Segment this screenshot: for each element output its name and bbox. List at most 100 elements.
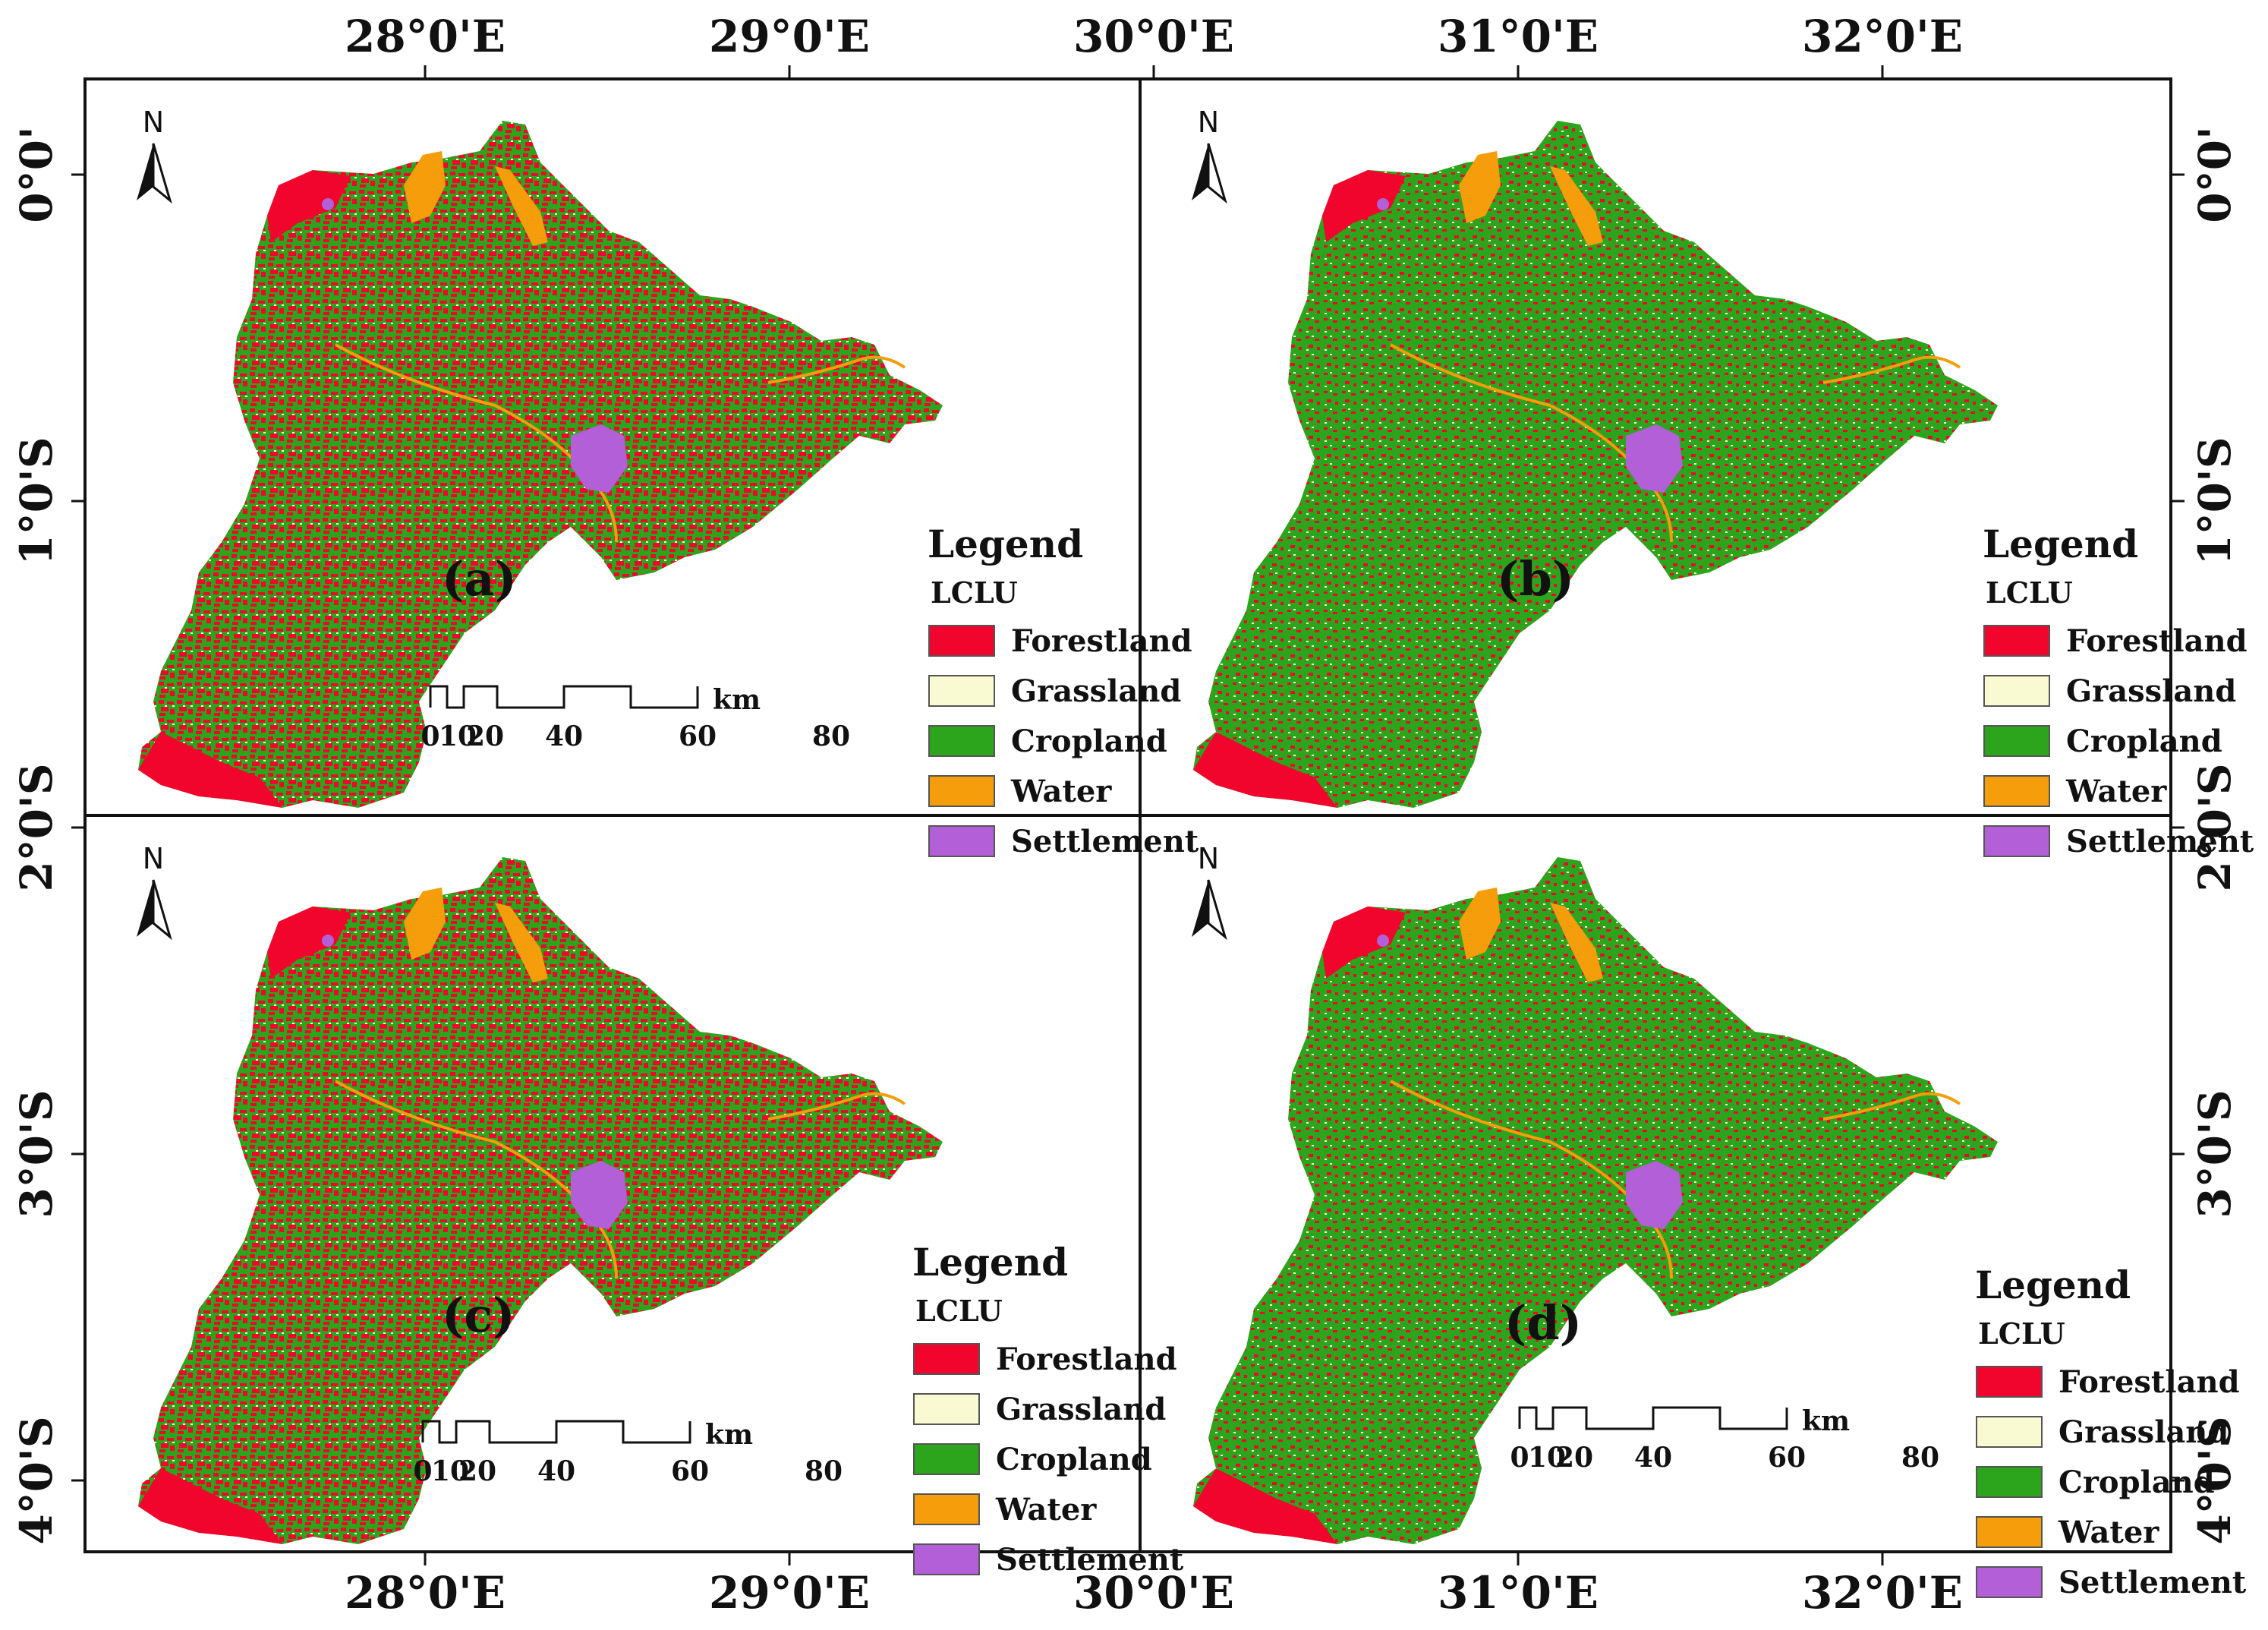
panel-label: (b)	[1497, 551, 1574, 607]
bottom-lon-label: 32°0'E	[1802, 1567, 1963, 1619]
north-arrow-letter: N	[1198, 842, 1219, 875]
water-body	[495, 903, 548, 982]
legend-swatch	[913, 1443, 980, 1475]
map-panel-a: N (a) Legend LCLU Forestland Grassland Croplan…	[137, 106, 1199, 859]
north-arrow-left-half	[137, 143, 153, 200]
legend-swatch	[1983, 825, 2050, 857]
legend-swatch	[1976, 1416, 2043, 1448]
legend-item-label: Grassland	[1011, 673, 1181, 709]
panel-label: (c)	[442, 1288, 515, 1343]
scale-bar-tick-label: 80	[812, 720, 850, 752]
scale-bar-tick-label: 60	[679, 720, 717, 752]
scale-bar-line	[421, 1420, 691, 1444]
legend-subtitle: LCLU	[931, 575, 1018, 610]
legend-title: Legend	[912, 1240, 1068, 1285]
legend-swatch	[913, 1393, 980, 1425]
left-lat-label: 0°0'	[11, 126, 62, 222]
legend-swatch	[1976, 1466, 2043, 1498]
legend-item-label: Water	[2065, 774, 2167, 809]
legend-item-label: Water	[2058, 1515, 2159, 1550]
river-line	[1822, 355, 1961, 384]
settlement-area	[322, 198, 334, 210]
legend-swatch	[913, 1543, 980, 1575]
panels-layer: N (a) Legend LCLU Forestland Grassland Croplan…	[137, 106, 2254, 1600]
north-arrow-right-half	[152, 143, 172, 204]
scale-bar-tick-label: 0	[413, 1455, 432, 1487]
settlement-area	[571, 1161, 628, 1229]
top-lon-label: 28°0'E	[345, 11, 506, 62]
river-line	[767, 1092, 906, 1121]
legend-item-label: Grassland	[2066, 673, 2236, 709]
north-arrow-letter: N	[143, 106, 164, 139]
water-body	[495, 166, 548, 246]
scale-bar-line	[1518, 1406, 1788, 1430]
settlement-area	[1377, 198, 1389, 210]
settlement-area	[322, 935, 334, 947]
top-lon-label: 32°0'E	[1802, 11, 1963, 62]
forest-patch	[1193, 732, 1337, 808]
scale-bar-unit: km	[705, 1419, 753, 1451]
legend-item-label: Cropland	[1011, 724, 1167, 759]
map-panel-b: N (b) Legend LCLU Forestland Grassland Croplan…	[1192, 106, 2254, 859]
legend-item-label: Settlement	[1011, 824, 1199, 859]
legend-swatch	[928, 625, 995, 657]
bottom-axis-labels: 28°0'E 29°0'E 30°0'E 31°0'E 32°0'E	[345, 1567, 1963, 1619]
left-axis-labels: 0°0' 1°0'S 2°0'S 3°0'S 4°0'S	[11, 126, 62, 1544]
legend-swatch	[1983, 725, 2050, 757]
legend-item-label: Settlement	[996, 1542, 1184, 1578]
north-arrow-right-half	[1207, 879, 1227, 941]
top-lon-label: 30°0'E	[1073, 11, 1234, 62]
north-arrow-right-half	[1207, 143, 1227, 204]
legend-swatch	[1976, 1366, 2043, 1398]
north-arrow: N	[137, 842, 172, 941]
river-line	[335, 1080, 618, 1279]
legend-item-label: Cropland	[2066, 724, 2222, 759]
river-line	[767, 355, 906, 384]
legend-subtitle: LCLU	[915, 1294, 1003, 1328]
scale-bar-tick-label: 80	[805, 1455, 843, 1487]
legend-item-label: Settlement	[2059, 1565, 2247, 1600]
legend-swatch	[913, 1493, 980, 1525]
legend-title: Legend	[928, 522, 1083, 566]
north-arrow-letter: N	[143, 842, 164, 875]
scale-bar-tick-label: 20	[1555, 1442, 1593, 1474]
water-body	[1550, 903, 1603, 982]
settlement-area	[1626, 1161, 1683, 1229]
legend-swatch	[1983, 675, 2050, 707]
right-lat-label: 4°0'S	[2189, 1416, 2241, 1544]
legend-title: Legend	[1983, 522, 2138, 566]
right-lat-label: 1°0'S	[2189, 437, 2241, 565]
top-lon-label: 31°0'E	[1438, 11, 1599, 62]
left-lat-label: 3°0'S	[11, 1089, 62, 1218]
water-body	[1459, 888, 1501, 960]
left-lat-label: 2°0'S	[11, 763, 62, 891]
scale-bar-unit: km	[713, 684, 761, 716]
scale-bar-tick-label: 0	[1510, 1442, 1529, 1474]
legend-item-label: Water	[1010, 774, 1112, 809]
water-body	[1459, 151, 1501, 223]
north-arrow: N	[1192, 106, 1227, 204]
scale-bar-tick-label: 10	[1528, 1442, 1566, 1474]
legend-swatch	[1976, 1566, 2043, 1598]
river-line	[1822, 1092, 1961, 1121]
map-panel-d: N (d) Legend LCLU Forestland Grassland Croplan…	[1192, 842, 2247, 1600]
north-arrow-left-half	[1192, 143, 1208, 200]
left-lat-label: 4°0'S	[11, 1416, 62, 1544]
legend-swatch	[928, 775, 995, 807]
legend-swatch	[1983, 775, 2050, 807]
legend-title: Legend	[1975, 1263, 2131, 1307]
axis-ticks	[71, 65, 2185, 1565]
scale-bar-tick-label: 60	[1768, 1442, 1806, 1474]
water-body	[404, 151, 446, 223]
scale-bar-tick-label: 80	[1901, 1442, 1939, 1474]
legend-item-label: Grassland	[2059, 1414, 2229, 1450]
legend-item-label: Cropland	[996, 1442, 1152, 1477]
scale-bar-tick-label: 10	[431, 1455, 469, 1487]
scale-bar-tick-label: 0	[421, 720, 439, 752]
forest-patch	[138, 732, 282, 808]
legend-swatch	[928, 825, 995, 857]
legend-swatch	[913, 1343, 980, 1375]
